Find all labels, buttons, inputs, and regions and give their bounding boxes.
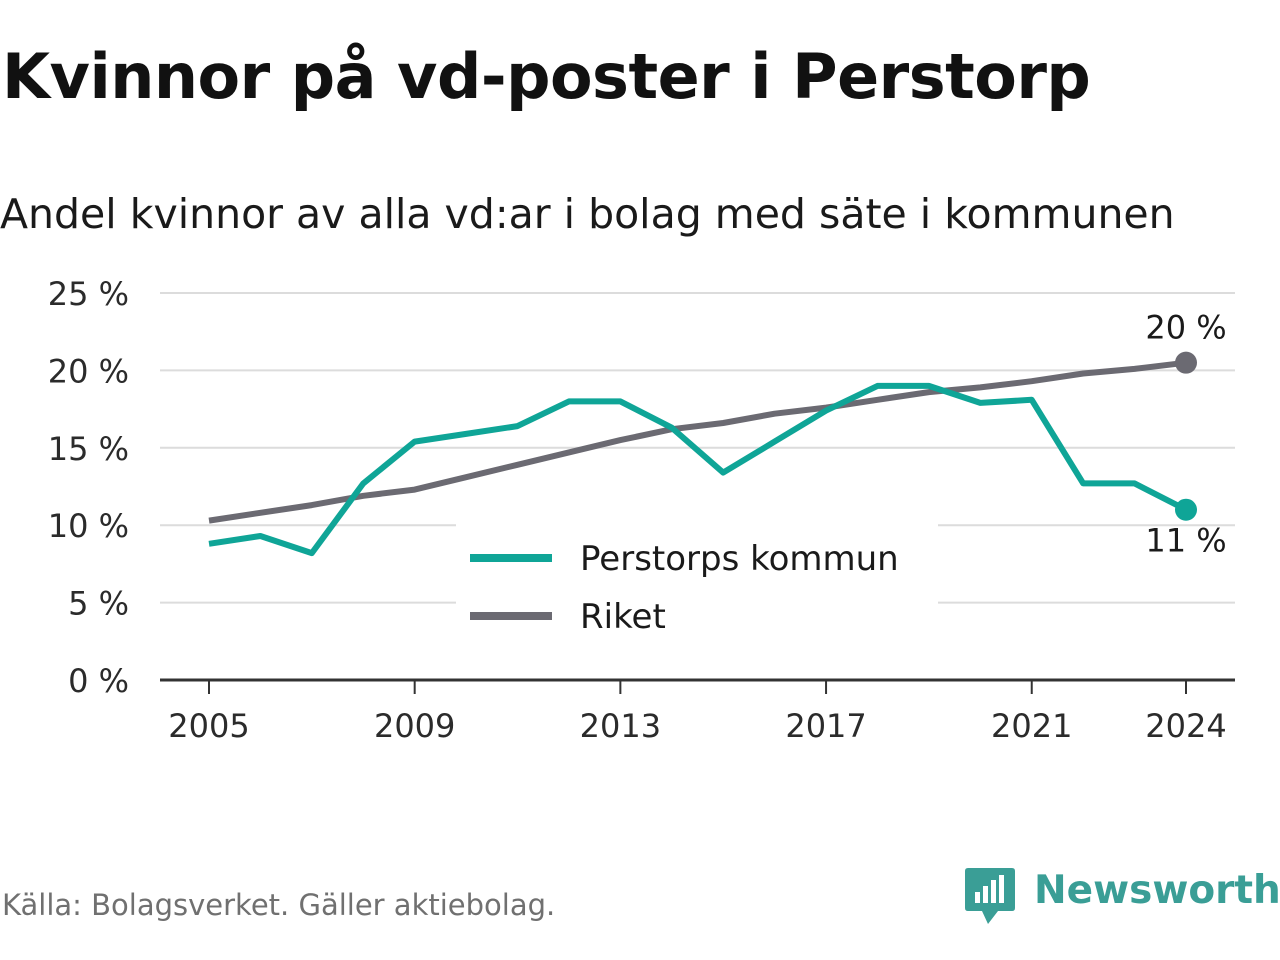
y-tick-label: 15 % xyxy=(48,430,129,468)
legend-label: Riket xyxy=(580,597,666,637)
x-tick-label: 2013 xyxy=(580,707,661,745)
chart-title: Kvinnor på vd-poster i Perstorp xyxy=(2,40,1091,113)
end-label-riket: 20 % xyxy=(1145,309,1226,347)
y-tick-label: 20 % xyxy=(48,352,129,390)
x-tick-label: 2009 xyxy=(374,707,455,745)
series-line-riket xyxy=(208,359,1187,524)
end-label-perstorps-kommun: 11 % xyxy=(1145,522,1226,560)
y-tick-labels: 0 % 5 % 10 % 15 % 20 % 25 % xyxy=(48,275,129,700)
y-tick-label: 25 % xyxy=(48,275,129,313)
brand: Newsworthy xyxy=(964,866,1280,926)
x-tick-label: 2024 xyxy=(1145,707,1226,745)
source-note: Källa: Bolagsverket. Gäller aktiebolag. xyxy=(2,888,556,922)
brand-name: Newsworthy xyxy=(1034,868,1280,913)
legend-background xyxy=(456,524,938,649)
x-axis: 2005 2009 2013 2017 2021 2024 xyxy=(160,678,1235,745)
x-tick-label: 2017 xyxy=(785,707,866,745)
series-line-perstorps-kommun xyxy=(208,382,1188,557)
x-tick-label: 2021 xyxy=(991,707,1072,745)
newsworthy-logo-icon xyxy=(965,868,1015,924)
legend-label: Perstorps kommun xyxy=(580,539,899,579)
y-tick-label: 10 % xyxy=(48,507,129,545)
series-lines xyxy=(208,351,1197,557)
x-tick-label: 2005 xyxy=(168,707,249,745)
y-tick-label: 5 % xyxy=(68,585,129,623)
end-point-marker xyxy=(1175,498,1197,521)
legend: Perstorps kommun Riket xyxy=(456,524,938,649)
chart-subtitle: Andel kvinnor av alla vd:ar i bolag med … xyxy=(0,190,1175,238)
y-tick-label: 0 % xyxy=(68,662,129,700)
end-labels: 11 % 20 % xyxy=(1145,309,1226,560)
end-point-marker xyxy=(1175,351,1197,374)
